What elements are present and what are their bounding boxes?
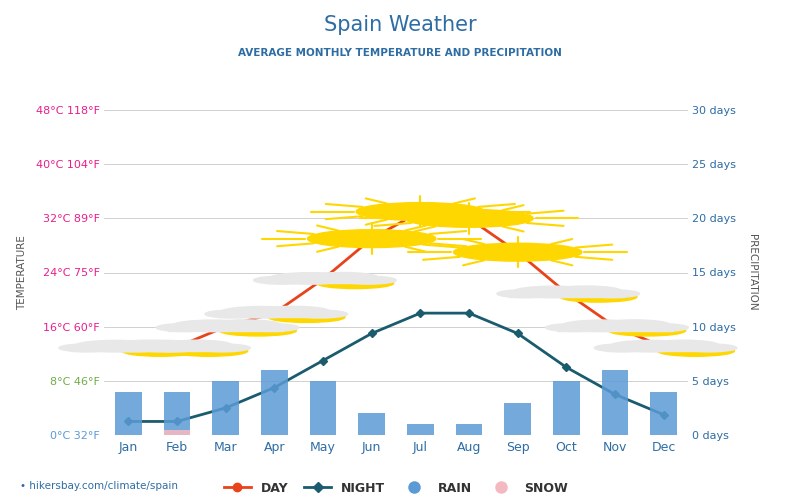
Bar xyxy=(164,430,190,435)
Y-axis label: TEMPERATURE: TEMPERATURE xyxy=(18,235,27,310)
Bar xyxy=(217,312,332,317)
Circle shape xyxy=(512,286,594,298)
Bar xyxy=(407,424,434,435)
Bar xyxy=(509,292,624,296)
Circle shape xyxy=(219,325,296,336)
Circle shape xyxy=(156,324,213,332)
Bar xyxy=(261,370,288,435)
Circle shape xyxy=(59,344,115,352)
Circle shape xyxy=(632,324,688,332)
Circle shape xyxy=(160,340,232,350)
Circle shape xyxy=(122,346,199,356)
Circle shape xyxy=(497,290,554,298)
Circle shape xyxy=(454,244,582,261)
Circle shape xyxy=(306,272,378,282)
Bar xyxy=(650,392,677,435)
Circle shape xyxy=(205,310,262,318)
Bar xyxy=(310,381,336,435)
Circle shape xyxy=(658,346,734,356)
Circle shape xyxy=(209,320,281,330)
Text: Spain Weather: Spain Weather xyxy=(324,15,476,35)
Bar xyxy=(70,346,186,351)
Bar xyxy=(164,392,190,435)
Circle shape xyxy=(583,290,639,298)
Circle shape xyxy=(560,292,637,302)
Circle shape xyxy=(610,340,692,352)
Bar xyxy=(358,414,385,435)
Circle shape xyxy=(112,340,183,350)
Bar xyxy=(115,392,142,435)
Bar xyxy=(602,370,628,435)
Circle shape xyxy=(172,320,254,332)
Circle shape xyxy=(594,344,651,352)
Circle shape xyxy=(550,286,622,296)
Bar xyxy=(557,325,673,330)
Circle shape xyxy=(317,278,394,288)
Circle shape xyxy=(258,306,330,316)
Circle shape xyxy=(307,230,436,248)
Legend: DAY, NIGHT, RAIN, SNOW: DAY, NIGHT, RAIN, SNOW xyxy=(218,477,574,500)
Text: AVERAGE MONTHLY TEMPERATURE AND PRECIPITATION: AVERAGE MONTHLY TEMPERATURE AND PRECIPIT… xyxy=(238,48,562,58)
Circle shape xyxy=(74,340,157,352)
Circle shape xyxy=(170,346,248,356)
Bar xyxy=(265,278,381,283)
Circle shape xyxy=(242,324,299,332)
Circle shape xyxy=(269,272,351,284)
Circle shape xyxy=(145,344,202,352)
Y-axis label: PRECIPITATION: PRECIPITATION xyxy=(747,234,758,311)
Circle shape xyxy=(561,320,643,332)
Circle shape xyxy=(356,202,485,220)
Bar xyxy=(553,381,580,435)
Circle shape xyxy=(254,276,310,284)
Circle shape xyxy=(609,325,686,336)
Circle shape xyxy=(123,340,206,352)
Circle shape xyxy=(108,344,164,352)
Bar xyxy=(456,424,482,435)
Bar xyxy=(168,325,283,330)
Bar xyxy=(119,346,235,351)
Bar xyxy=(504,402,531,435)
Circle shape xyxy=(268,312,345,322)
Circle shape xyxy=(647,340,719,350)
Circle shape xyxy=(291,310,347,318)
Bar xyxy=(606,346,722,351)
Text: • hikersbay.com/climate/spain: • hikersbay.com/climate/spain xyxy=(20,481,178,491)
Bar xyxy=(212,381,239,435)
Circle shape xyxy=(194,344,250,352)
Circle shape xyxy=(680,344,737,352)
Circle shape xyxy=(220,306,302,318)
Circle shape xyxy=(405,210,534,228)
Circle shape xyxy=(598,320,670,330)
Circle shape xyxy=(546,324,602,332)
Circle shape xyxy=(340,276,396,284)
